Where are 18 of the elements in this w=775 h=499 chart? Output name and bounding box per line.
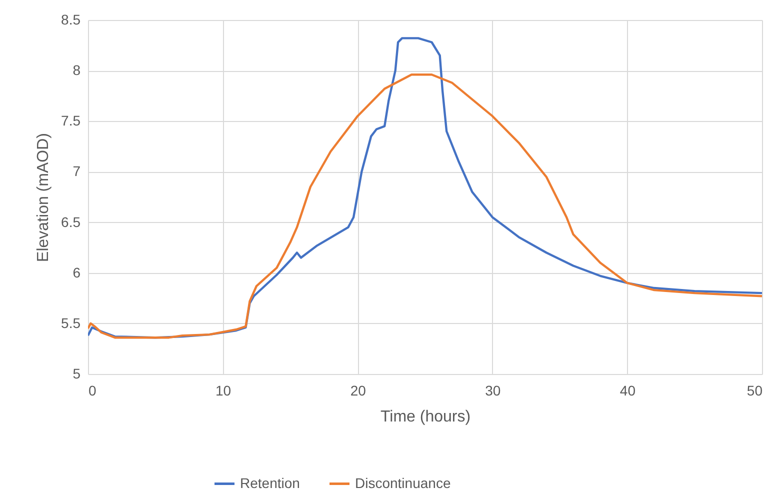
y-tick-label: 8 (72, 62, 81, 78)
y-tick-label: 5.5 (61, 314, 81, 331)
x-tick-label: 30 (485, 382, 501, 398)
x-tick-label: 50 (746, 382, 763, 398)
x-tick-label: 10 (216, 382, 232, 398)
legend-label: Discontinuance (355, 474, 451, 491)
y-tick-label: 8.5 (61, 12, 81, 28)
y-axis-title: Elevation (mAOD) (35, 133, 52, 262)
y-tick-label: 7 (72, 163, 81, 180)
x-tick-label: 20 (350, 382, 366, 398)
legend-label: Retention (240, 474, 300, 491)
x-tick-label: 0 (88, 382, 96, 398)
x-axis-title: Time (hours) (380, 408, 471, 426)
y-tick-label: 6 (72, 264, 81, 280)
y-tick-label: 5 (72, 366, 81, 382)
y-tick-label: 6.5 (61, 214, 81, 230)
x-tick-label: 40 (620, 382, 636, 398)
y-tick-label: 7.5 (61, 112, 81, 129)
